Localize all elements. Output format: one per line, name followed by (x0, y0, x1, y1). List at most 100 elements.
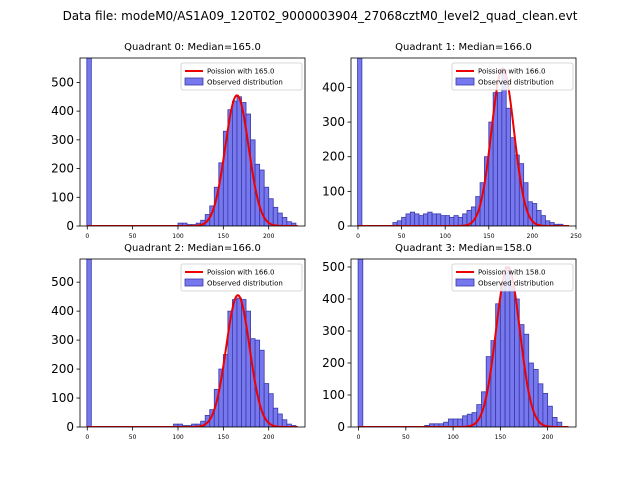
histogram-bar (268, 198, 274, 226)
x-tick-label: 150 (495, 434, 507, 441)
x-tick-label: 0 (85, 233, 89, 240)
x-tick-label: 0 (85, 434, 89, 441)
histogram-bar (405, 213, 411, 226)
histogram-bar (547, 405, 553, 427)
histogram-bar (414, 213, 420, 226)
x-tick-label: 100 (447, 434, 459, 441)
panel-title: Quadrant 0: Median=165.0 (124, 42, 261, 53)
histogram-bar (542, 392, 549, 427)
legend-bar-label: Observed distribution (478, 280, 554, 288)
histogram-bar (457, 216, 464, 226)
y-tick-label: 200 (51, 362, 74, 376)
legend-box (180, 62, 303, 91)
x-tick-label: 200 (263, 434, 275, 441)
panel-quadrant-2: Quadrant 2: Median=166.00100200300400500… (51, 243, 306, 441)
y-tick-label: 100 (322, 184, 345, 198)
histogram-bar-zero (86, 58, 92, 226)
x-tick-label: 100 (172, 434, 184, 441)
histogram-bar (232, 100, 238, 226)
y-tick-label: 500 (51, 75, 74, 89)
histogram-bar (436, 213, 442, 226)
y-tick-label: 300 (51, 333, 74, 347)
y-tick-label: 400 (51, 304, 74, 318)
y-tick-label: 200 (322, 150, 345, 164)
histogram-bar (272, 407, 279, 427)
legend-box (451, 62, 574, 91)
histogram-bar (444, 215, 450, 226)
histogram-bar (272, 206, 279, 226)
histogram-bar (277, 212, 283, 226)
x-tick-label: 50 (129, 434, 137, 441)
x-tick-label: 150 (483, 233, 495, 240)
y-tick-label: 300 (51, 133, 74, 147)
figure-suptitle: Data file: modeM0/AS1A09_120T02_90000039… (63, 9, 578, 23)
legend-bar-swatch (455, 77, 475, 86)
x-tick-label: 50 (398, 233, 406, 240)
histogram-bar (281, 216, 288, 226)
y-tick-label: 300 (322, 324, 345, 338)
legend-line-label: Poission with 166.0 (478, 68, 546, 76)
y-tick-label: 0 (66, 219, 74, 233)
x-tick-label: 50 (129, 233, 137, 240)
histogram-bar (422, 213, 429, 226)
y-tick-label: 400 (322, 80, 345, 94)
x-tick-label: 100 (439, 233, 451, 240)
x-tick-label: 250 (570, 233, 582, 240)
panel-title: Quadrant 1: Median=166.0 (395, 42, 532, 53)
panel-title: Quadrant 3: Median=158.0 (395, 243, 532, 254)
y-tick-label: 100 (322, 388, 345, 402)
histogram-bar (427, 211, 433, 226)
axes-frame (350, 258, 577, 428)
histogram-bar (409, 211, 416, 226)
panel-quadrant-0: Quadrant 0: Median=165.00100200300400500… (51, 42, 306, 240)
y-tick-label: 100 (51, 391, 74, 405)
histogram-bar (453, 215, 459, 226)
y-tick-label: 100 (51, 190, 74, 204)
panel-title: Quadrant 2: Median=166.0 (124, 243, 261, 254)
histogram-bar (551, 416, 558, 427)
legend-box (451, 263, 574, 292)
panel-quadrant-3: Quadrant 3: Median=158.00100200300400500… (322, 243, 577, 441)
y-tick-label: 0 (337, 219, 345, 233)
x-tick-label: 150 (218, 434, 230, 441)
y-tick-label: 0 (66, 420, 74, 434)
x-tick-label: 200 (263, 233, 275, 240)
poisson-curve (357, 67, 570, 226)
panel-quadrant-1: Quadrant 1: Median=166.0 0 100 200 300 400 0 50… (322, 42, 582, 240)
x-tick-label: 150 (218, 233, 230, 240)
legend-bar-swatch (184, 77, 204, 86)
histogram-bar (497, 92, 503, 226)
legend-bar-swatch (455, 278, 475, 287)
legend-box (180, 263, 303, 292)
histogram-bar (236, 96, 242, 226)
histogram-bar (505, 107, 511, 226)
y-tick-label: 300 (322, 115, 345, 129)
histogram-bar (510, 137, 516, 226)
y-tick-label: 200 (51, 162, 74, 176)
histogram-bar (277, 413, 283, 427)
histogram-bar (268, 393, 274, 427)
y-tick-label: 500 (322, 260, 345, 274)
histogram-bar (232, 299, 238, 427)
axes-frame (79, 57, 306, 227)
y-tick-label: 500 (51, 275, 74, 289)
histogram-bar (418, 215, 424, 226)
histogram-bar (501, 69, 507, 226)
legend-bar-swatch (184, 278, 204, 287)
axes-frame (350, 57, 577, 227)
histogram-bar (457, 418, 463, 427)
plot-area (357, 259, 569, 427)
y-tick-label: 200 (322, 356, 345, 370)
legend-line-label: Poission with 158.0 (478, 269, 546, 277)
x-tick-label: 100 (172, 233, 184, 240)
histogram-bar (236, 297, 242, 427)
x-tick-label: 50 (402, 434, 410, 441)
histogram-bar (509, 285, 515, 427)
legend-bar-label: Observed distribution (478, 79, 554, 87)
legend-line-label: Poission with 165.0 (207, 68, 275, 76)
histogram-bar (540, 215, 546, 226)
x-tick-label: 200 (527, 233, 539, 240)
histogram-bar (449, 216, 455, 226)
